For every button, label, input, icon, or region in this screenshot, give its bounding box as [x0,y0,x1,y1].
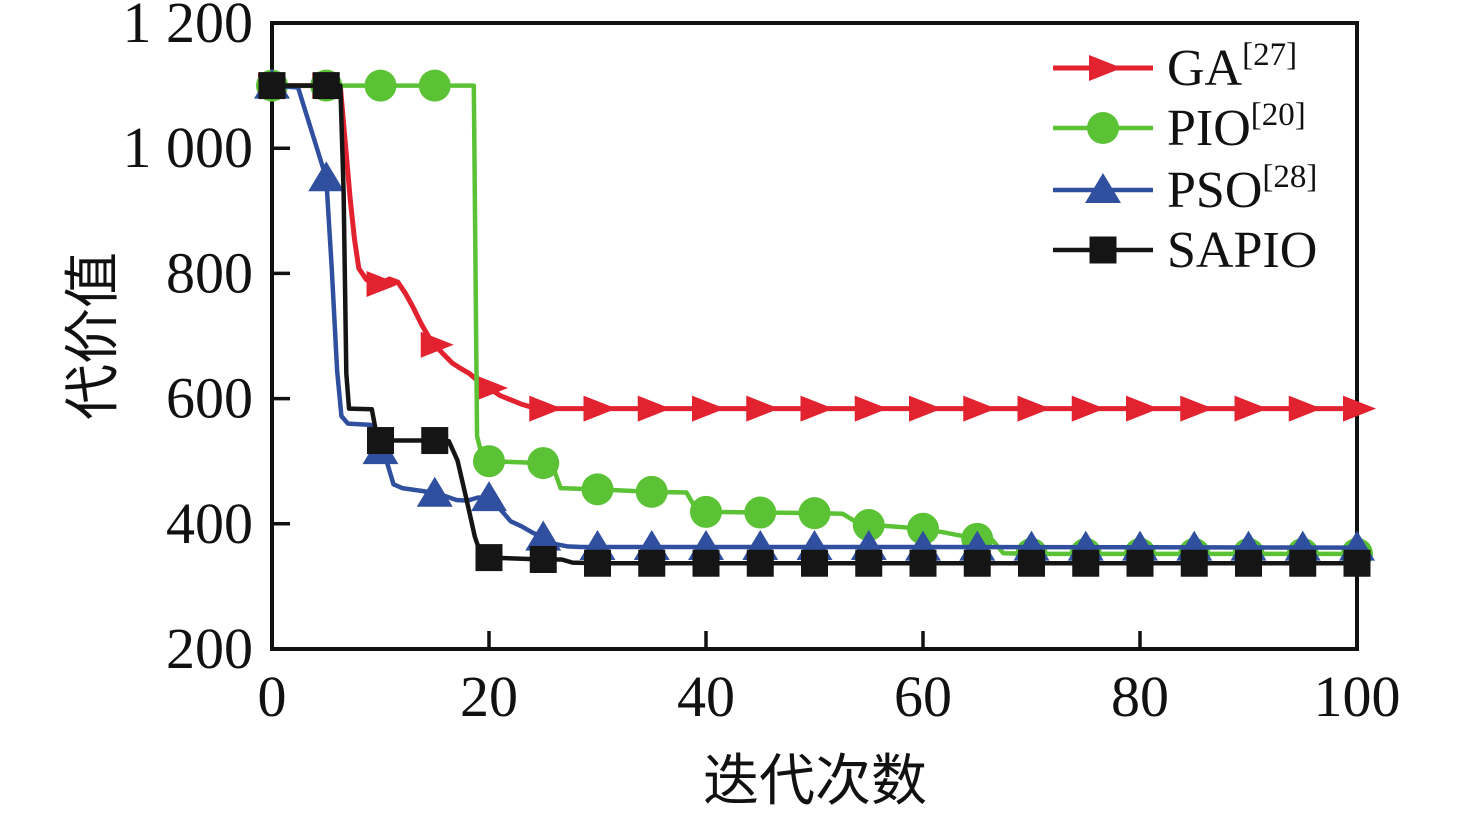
series-marker-sapio [312,72,340,100]
plot-frame [270,21,1359,651]
series-marker-pso [308,161,345,192]
series-marker-sapio [367,427,394,455]
series-marker-ga [746,395,780,422]
y-tick-label: 600 [166,366,253,431]
y-tick-label: 800 [166,240,253,305]
series-marker-sapio [1018,549,1045,577]
series-marker-ga [1017,395,1051,422]
legend-marker-pso [1085,173,1121,203]
series-marker-pio [527,447,560,480]
series-line-ga [269,83,1360,412]
series-marker-pio [473,445,505,478]
series-marker-sapio [692,549,720,577]
series-marker-ga [1180,395,1214,422]
legend-marker-pio [1087,112,1119,144]
x-axis-label: 迭代次数 [703,751,927,813]
series-marker-ga [1071,395,1105,422]
series-marker-sapio [963,549,991,577]
series-marker-pio [418,69,451,102]
series-marker-sapio [855,549,883,577]
series-marker-pio [852,509,885,542]
series-marker-sapio [1235,549,1262,577]
series-marker-ga [366,271,400,298]
legend-marker-ga [1089,55,1122,81]
series-marker-ga [854,395,888,422]
series-marker-sapio [1126,549,1154,577]
x-tick-label: 40 [677,664,735,729]
x-tick-label: 80 [1111,664,1169,729]
series-marker-pio [690,495,722,528]
series-marker-pio [635,475,668,508]
x-tick-label: 60 [894,664,952,729]
y-axis-label: 代价值 [63,252,125,420]
series-marker-pso [471,481,507,512]
series-marker-sapio [801,549,828,577]
series-marker-ga [1343,395,1376,422]
x-tick-label: 100 [1314,664,1401,729]
series-marker-ga [1288,395,1322,422]
series-marker-pio [907,512,939,545]
series-marker-sapio [1072,549,1100,577]
series-marker-ga [475,374,508,401]
series-marker-ga [637,395,671,422]
series-marker-sapio [1343,549,1371,577]
y-tick-label: 1 000 [123,115,254,180]
series-marker-ga [1126,395,1159,422]
series-marker-ga [909,395,942,422]
series-marker-ga [529,395,563,422]
series-marker-sapio [638,549,666,577]
series-marker-ga [800,395,834,422]
series-marker-pio [364,69,397,102]
legend-label-pio: PIO[20] [1167,97,1306,157]
series-marker-sapio [258,72,286,100]
series-marker-sapio [1180,549,1208,577]
series-line-sapio [269,83,1360,566]
legend-label-pso: PSO[28] [1167,159,1317,219]
y-tick-label: 400 [166,491,253,556]
series-marker-sapio [1289,549,1317,577]
series-marker-sapio [584,549,611,577]
legend-label-sapio: SAPIO [1167,222,1317,279]
series-marker-pio [744,496,777,529]
series-marker-sapio [475,544,503,572]
y-tick-label: 200 [166,616,253,681]
series-marker-ga [963,395,997,422]
series-marker-pio [798,497,831,530]
series-marker-sapio [421,427,449,455]
series-marker-sapio [529,545,557,573]
x-tick-label: 20 [460,664,518,729]
y-tick-label: 1 200 [123,0,254,55]
series-marker-sapio [909,549,937,577]
series-marker-ga [420,331,454,358]
series-marker-pso [416,476,453,507]
x-tick-label: 0 [258,664,287,729]
series-marker-ga [583,395,617,422]
series-marker-pso [525,520,562,551]
legend-label-ga: GA[27] [1167,37,1297,97]
series-marker-ga [692,395,725,422]
legend-marker-sapio [1089,236,1117,264]
series-marker-ga [1234,395,1268,422]
series-marker-sapio [746,549,774,577]
series-marker-pio [581,473,614,506]
